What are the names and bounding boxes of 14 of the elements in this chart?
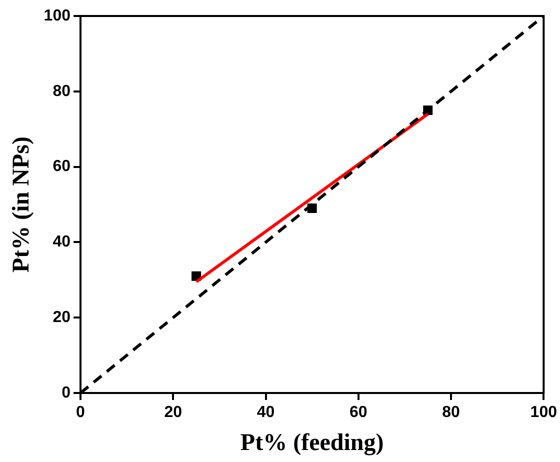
x-tick-label: 0: [76, 404, 86, 422]
y-tick-label: 40: [52, 234, 71, 251]
x-tick-label: 80: [442, 404, 460, 422]
y-axis-title: Pt% (in NPs): [8, 136, 35, 272]
y-tick-label: 0: [62, 384, 71, 402]
y-tick-label: 20: [52, 309, 71, 326]
y-tick-label: 100: [44, 7, 71, 24]
x-axis-title: Pt% (feeding): [240, 430, 384, 456]
x-tick-label: 100: [530, 404, 558, 422]
x-tick-label: 60: [349, 404, 368, 422]
x-tick-label: 40: [256, 404, 275, 422]
x-tick-label: 20: [164, 404, 182, 422]
y-tick-label: 80: [52, 82, 71, 100]
y-tick-label: 60: [52, 158, 71, 176]
